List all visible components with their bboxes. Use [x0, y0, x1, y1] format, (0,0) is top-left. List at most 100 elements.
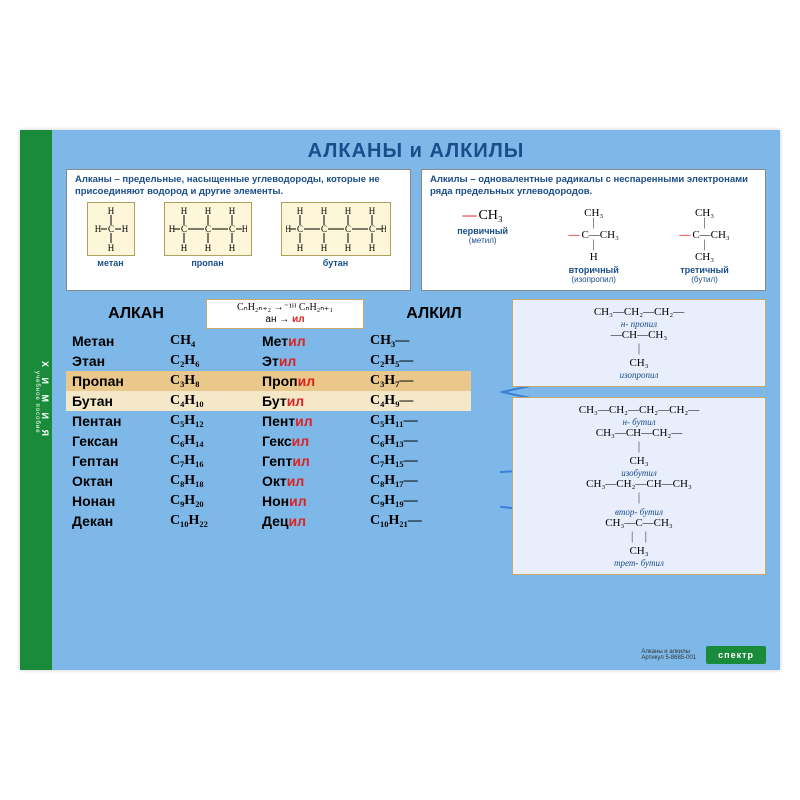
- main-panel: АЛКАНЫ и АЛКИЛЫ Алканы – предельные, нас…: [52, 130, 780, 670]
- propane-label: пропан: [164, 258, 252, 268]
- alkyl-name: Гексил: [256, 431, 364, 451]
- svg-text:H: H: [286, 224, 292, 234]
- svg-text:H: H: [296, 243, 303, 253]
- isomer-formula: CH₃—CH₂—CH—CH₃: [521, 478, 757, 490]
- alkyl-formula: C₃H₇—: [364, 371, 471, 391]
- isomer-label: н- пропил: [521, 319, 757, 329]
- isomer-column: CH₃—CH₂—CH₂—н- пропил—CH—CH₃｜CH₃изопропи…: [512, 299, 766, 664]
- butane-label: бутан: [281, 258, 391, 268]
- header-formula-box: CₙH₂ₙ₊₂ →⁻¹ᴴ CₙH₂ₙ₊₁ ан → ил: [206, 299, 364, 329]
- isomer-formula: —CH—CH₃: [521, 329, 757, 341]
- svg-text:H: H: [180, 206, 187, 216]
- alkyl-name: Этил: [256, 351, 364, 371]
- table-row: ДеканC₁₀H₂₂ДецилC₁₀H₂₁—: [66, 511, 504, 531]
- alkane-name: Этан: [66, 351, 164, 371]
- table-row: БутанC₄H₁₀БутилC₄H₉—: [66, 391, 504, 411]
- isomer-formula: ｜: [521, 490, 757, 506]
- svg-text:H: H: [380, 224, 385, 234]
- alkyl-formula: C₁₀H₂₁—: [364, 511, 471, 531]
- svg-text:H: H: [368, 206, 375, 216]
- alkane-def-box: Алканы – предельные, насыщенные углеводо…: [66, 169, 411, 291]
- methyl-card: —CH₃ первичный (метил): [457, 208, 508, 284]
- isomer-formula: CH₃—C—CH₃: [521, 517, 757, 529]
- alkyl-name: Бутил: [256, 391, 364, 411]
- isomer-label: н- бутил: [521, 417, 757, 427]
- alkyl-name: Пропил: [256, 371, 364, 391]
- name-table: АЛКАН CₙH₂ₙ₊₂ →⁻¹ᴴ CₙH₂ₙ₊₁ ан → ил АЛКИЛ…: [66, 299, 504, 664]
- alkane-formula: C₃H₈: [164, 371, 256, 391]
- table-row: ОктанC₈H₁₈ОктилC₈H₁₇—: [66, 471, 504, 491]
- header-alkane: АЛКАН: [66, 305, 206, 323]
- table-row: ЭтанC₂H₆ЭтилC₂H₅—: [66, 351, 504, 371]
- alkyl-formula: C₄H₉—: [364, 391, 471, 411]
- isomer-formula: CH₃: [521, 357, 757, 369]
- subject-strip: Х И М И Я учебное пособие: [20, 130, 52, 670]
- svg-text:C: C: [107, 224, 113, 234]
- svg-text:H: H: [204, 243, 211, 253]
- alkane-formula: CH₄: [164, 331, 256, 351]
- alkane-formula: C₅H₁₂: [164, 411, 256, 431]
- alkane-formula: C₉H₂₀: [164, 491, 256, 511]
- svg-text:H: H: [107, 206, 114, 216]
- alkyl-formula: C₂H₅—: [364, 351, 471, 371]
- page-title: АЛКАНЫ и АЛКИЛЫ: [66, 140, 766, 163]
- footer: Алканы и алкилы Артикул 5-8685-001 спект…: [641, 644, 766, 666]
- alkyl-name: Пентил: [256, 411, 364, 431]
- table-row: НонанC₉H₂₀НонилC₉H₁₉—: [66, 491, 504, 511]
- alkane-name: Октан: [66, 471, 164, 491]
- isomer-formula: CH₃: [521, 545, 757, 557]
- methyl-sub: (метил): [457, 236, 508, 245]
- header-formula-line1: CₙH₂ₙ₊₂ →⁻¹ᴴ CₙH₂ₙ₊₁: [210, 302, 360, 314]
- poster: Х И М И Я учебное пособие АЛКАНЫ и АЛКИЛ…: [20, 130, 780, 670]
- svg-text:C: C: [180, 224, 186, 234]
- alkane-formula: C₇H₁₆: [164, 451, 256, 471]
- butyl-isomer-box: CH₃—CH₂—CH₂—CH₂—н- бутилCH₃—CH—CH₂—｜CH₃и…: [512, 397, 766, 575]
- svg-text:C: C: [320, 224, 326, 234]
- table-row: ГептанC₇H₁₆ГептилC₇H₁₅—: [66, 451, 504, 471]
- alkane-formula: C₈H₁₈: [164, 471, 256, 491]
- methyl-label: первичный: [457, 226, 508, 236]
- brand-badge: спектр: [706, 646, 766, 664]
- definitions-row: Алканы – предельные, насыщенные углеводо…: [66, 169, 766, 291]
- methane-label: метан: [87, 258, 135, 268]
- strip-subtitle: учебное пособие: [34, 144, 40, 660]
- alkane-name: Бутан: [66, 391, 164, 411]
- header-formula-line2: ан → ил: [210, 314, 360, 326]
- alkane-formula: C₆H₁₄: [164, 431, 256, 451]
- alkyl-structures: —CH₃ первичный (метил) CH₃ ｜ —C—CH₃ ｜ H …: [430, 208, 757, 284]
- isomer-formula: CH₃—CH—CH₂—: [521, 427, 757, 439]
- tbutyl-card: CH₃ ｜ —C—CH₃ ｜ CH₃ третичный (бутил): [679, 208, 729, 284]
- alkyl-def-text: Алкилы – одновалентные радикалы с неспар…: [430, 174, 757, 198]
- table-rows: МетанCH₄МетилCH₃—ЭтанC₂H₆ЭтилC₂H₅—Пропан…: [66, 331, 504, 531]
- isomer-label: трет- бутил: [521, 558, 757, 568]
- alkyl-formula: C₉H₁₉—: [364, 491, 471, 511]
- svg-text:C: C: [296, 224, 302, 234]
- alkane-structures: HH HH C метан: [75, 202, 402, 268]
- svg-text:H: H: [296, 206, 303, 216]
- svg-text:H: H: [107, 243, 114, 253]
- svg-text:H: H: [320, 206, 327, 216]
- isomer-formula: CH₃: [521, 455, 757, 467]
- lower-section: АЛКАН CₙH₂ₙ₊₂ →⁻¹ᴴ CₙH₂ₙ₊₁ ан → ил АЛКИЛ…: [66, 299, 766, 664]
- isopropyl-sub: (изопропил): [568, 275, 618, 284]
- alkyl-name: Октил: [256, 471, 364, 491]
- svg-text:H: H: [344, 243, 351, 253]
- svg-text:H: H: [368, 243, 375, 253]
- svg-text:C: C: [204, 224, 210, 234]
- table-row: МетанCH₄МетилCH₃—: [66, 331, 504, 351]
- svg-text:H: H: [320, 243, 327, 253]
- alkane-name: Пропан: [66, 371, 164, 391]
- isomer-formula: ｜: [521, 439, 757, 455]
- table-row: ГексанC₆H₁₄ГексилC₆H₁₃—: [66, 431, 504, 451]
- alkyl-formula: C₈H₁₇—: [364, 471, 471, 491]
- strip-title: Х И М И Я: [40, 140, 50, 660]
- alkane-name: Гептан: [66, 451, 164, 471]
- table-header: АЛКАН CₙH₂ₙ₊₂ →⁻¹ᴴ CₙH₂ₙ₊₁ ан → ил АЛКИЛ: [66, 299, 504, 329]
- isomer-formula: CH₃—CH₂—CH₂—: [521, 306, 757, 318]
- isomer-formula: ｜ ｜: [521, 529, 757, 545]
- svg-text:H: H: [228, 243, 235, 253]
- alkyl-formula: C₇H₁₅—: [364, 451, 471, 471]
- tbutyl-label: третичный: [679, 265, 729, 275]
- svg-text:H: H: [228, 206, 235, 216]
- svg-text:H: H: [169, 224, 176, 234]
